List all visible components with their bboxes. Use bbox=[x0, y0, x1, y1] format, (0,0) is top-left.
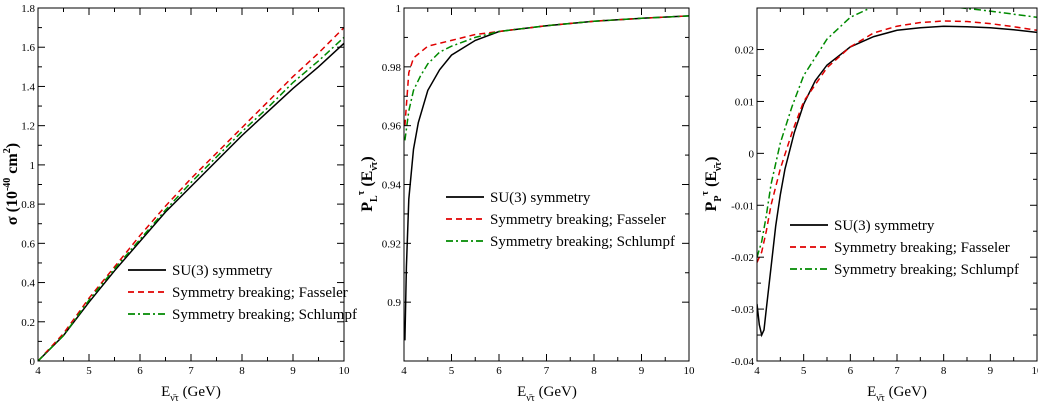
legend-label: Symmetry breaking; Fasseler bbox=[172, 285, 348, 301]
legend-label: Symmetry breaking; Schlumpf bbox=[172, 307, 357, 323]
y-tick-label: 0.6 bbox=[21, 238, 35, 250]
y-axis-label: PLτ (Eν̄τ) bbox=[356, 156, 380, 211]
x-tick-label: 6 bbox=[496, 365, 502, 377]
x-tick-label: 4 bbox=[35, 365, 41, 377]
y-tick-label: 1.4 bbox=[21, 81, 35, 93]
series-line-dashed bbox=[404, 15, 689, 126]
y-tick-label: 1.6 bbox=[21, 42, 35, 54]
y-tick-label: 1 bbox=[396, 3, 402, 15]
y-tick-label: -0.02 bbox=[731, 252, 754, 264]
x-tick-label: 6 bbox=[137, 365, 143, 377]
y-tick-label: 0.4 bbox=[21, 278, 35, 290]
legend-label: Symmetry breaking; Fasseler bbox=[834, 240, 1010, 256]
x-tick-label: 8 bbox=[941, 365, 947, 377]
x-tick-label: 5 bbox=[86, 365, 92, 377]
x-tick-label: 10 bbox=[339, 365, 351, 377]
series-line-dashdot bbox=[757, 8, 1037, 258]
y-tick-label: 0.9 bbox=[387, 297, 401, 309]
x-tick-label: 7 bbox=[544, 365, 550, 377]
x-tick-label: 10 bbox=[684, 365, 696, 377]
x-tick-label: 7 bbox=[894, 365, 900, 377]
x-axis-label: Eν̄τ (GeV) bbox=[161, 384, 221, 404]
y-tick-label: 0.8 bbox=[21, 199, 35, 211]
series-line-solid bbox=[38, 42, 344, 361]
chart-panel-cross-section: 4 5 6 7 8 9 10 0 0.2 0.4 0.6 0.8 1 1.2 1.4 1.6 1.8 SU(3)… bbox=[2, 3, 357, 404]
y-tick-label: 0.92 bbox=[382, 238, 401, 250]
series-line-dashdot bbox=[404, 15, 689, 141]
x-axis-label: Eν̄τ (GeV) bbox=[867, 384, 927, 404]
y-tick-label: 1.2 bbox=[21, 121, 35, 133]
x-tick-label: 9 bbox=[639, 365, 645, 377]
x-axis-label: Eν̄τ (GeV) bbox=[517, 384, 577, 404]
y-tick-label: 0 bbox=[749, 148, 755, 160]
x-tick-label: 9 bbox=[988, 365, 994, 377]
y-axis-label: PPτ (Eν̄τ) bbox=[700, 157, 724, 212]
y-tick-label: 0 bbox=[30, 356, 36, 368]
y-tick-label: 0.94 bbox=[382, 180, 402, 192]
y-tick-label: -0.04 bbox=[731, 356, 754, 368]
y-tick-label: 0.2 bbox=[21, 317, 35, 329]
y-tick-label: 0.02 bbox=[735, 45, 754, 57]
legend-label: Symmetry breaking; Schlumpf bbox=[490, 234, 675, 250]
series-line-solid bbox=[404, 15, 689, 341]
plot-frame bbox=[756, 7, 1038, 362]
x-tick-label: 10 bbox=[1032, 365, 1038, 377]
x-tick-label: 8 bbox=[591, 365, 597, 377]
chart-panel-perpendicular-polarization: 4 5 6 7 8 9 10 -0.04 -0.03 -0.02 -0.01 0 0.01 0.02 SU… bbox=[700, 7, 1038, 404]
y-tick-label: 0.01 bbox=[735, 96, 754, 108]
x-tick-label: 8 bbox=[239, 365, 245, 377]
series-line-dashed bbox=[38, 27, 344, 361]
y-tick-label: -0.03 bbox=[731, 304, 754, 316]
legend-label: SU(3) symmetry bbox=[490, 190, 591, 206]
legend-label: SU(3) symmetry bbox=[172, 263, 273, 279]
y-tick-label: 0.98 bbox=[382, 62, 402, 74]
y-tick-label: 1 bbox=[30, 160, 36, 172]
x-tick-label: 7 bbox=[188, 365, 194, 377]
series-line-solid bbox=[757, 25, 1037, 338]
legend-label: SU(3) symmetry bbox=[834, 218, 935, 234]
x-tick-label: 9 bbox=[290, 365, 296, 377]
series-line-dashdot bbox=[38, 36, 344, 361]
series-line-dashed bbox=[757, 20, 1037, 263]
x-tick-label: 4 bbox=[401, 365, 407, 377]
chart-panel-longitudinal-polarization: 4 5 6 7 8 9 10 0.9 0.92 0.94 0.96 0.98 1 SU(3) symme… bbox=[356, 3, 695, 404]
x-tick-label: 6 bbox=[848, 365, 854, 377]
x-tick-label: 4 bbox=[754, 365, 760, 377]
y-tick-label: 0.96 bbox=[382, 121, 402, 133]
x-tick-label: 5 bbox=[801, 365, 807, 377]
y-axis-label: σ (10-40 cm2) bbox=[2, 143, 21, 225]
legend-label: Symmetry breaking; Fasseler bbox=[490, 212, 666, 228]
y-tick-label: -0.01 bbox=[731, 200, 754, 212]
y-tick-label: 1.8 bbox=[21, 3, 35, 15]
legend-label: Symmetry breaking; Schlumpf bbox=[834, 262, 1019, 278]
x-tick-label: 5 bbox=[449, 365, 455, 377]
